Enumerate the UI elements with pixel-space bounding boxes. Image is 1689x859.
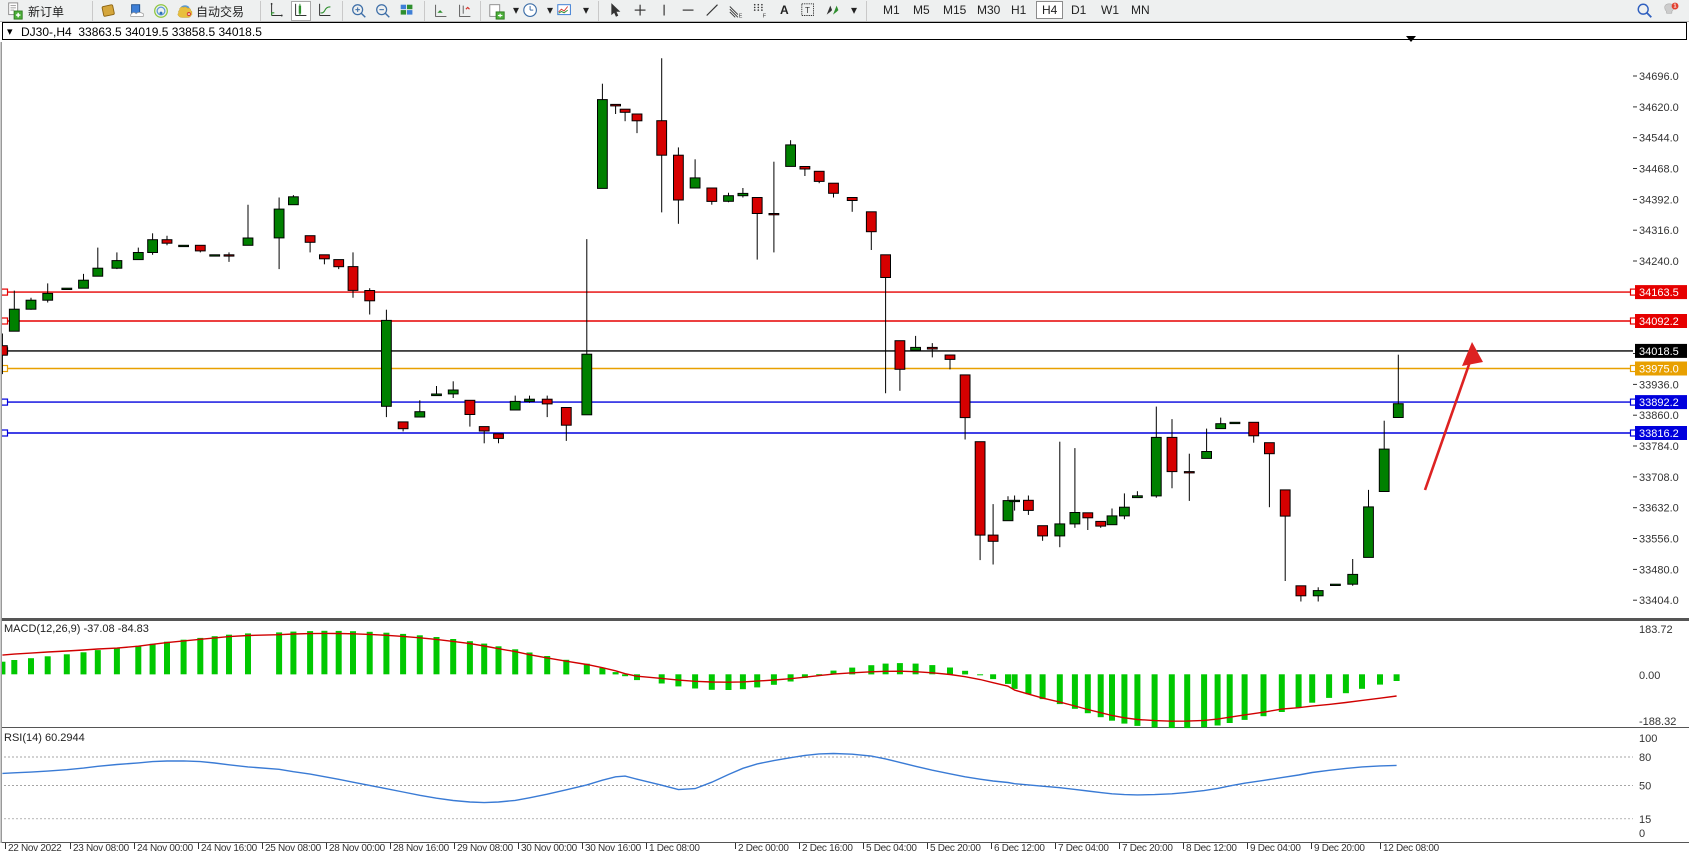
- svg-text:183.72: 183.72: [1639, 624, 1673, 636]
- svg-text:T: T: [805, 6, 810, 15]
- svg-text:33632.0: 33632.0: [1639, 503, 1679, 515]
- svg-text:34468.0: 34468.0: [1639, 164, 1679, 176]
- svg-text:34316.0: 34316.0: [1639, 225, 1679, 237]
- svg-text:33892.2: 33892.2: [1639, 397, 1679, 409]
- svg-text:33936.0: 33936.0: [1639, 379, 1679, 391]
- svg-text:33708.0: 33708.0: [1639, 472, 1679, 484]
- svg-text:34620.0: 34620.0: [1639, 102, 1679, 114]
- svg-text:33480.0: 33480.0: [1639, 564, 1679, 576]
- svg-text:-188.32: -188.32: [1639, 716, 1676, 728]
- svg-text:1: 1: [1674, 4, 1677, 10]
- svg-text:34544.0: 34544.0: [1639, 133, 1679, 145]
- svg-text:33556.0: 33556.0: [1639, 534, 1679, 546]
- svg-text:0.00: 0.00: [1639, 670, 1660, 682]
- svg-text:33784.0: 33784.0: [1639, 441, 1679, 453]
- svg-text:34240.0: 34240.0: [1639, 256, 1679, 268]
- svg-text:F: F: [763, 13, 767, 19]
- svg-text:34092.2: 34092.2: [1639, 316, 1679, 328]
- svg-text:E: E: [739, 13, 743, 19]
- svg-text:33816.2: 33816.2: [1639, 428, 1679, 440]
- svg-text:50: 50: [1639, 781, 1651, 793]
- svg-text:33975.0: 33975.0: [1639, 364, 1679, 376]
- svg-text:34018.5: 34018.5: [1639, 346, 1679, 358]
- svg-text:0: 0: [1639, 828, 1645, 840]
- svg-text:33404.0: 33404.0: [1639, 595, 1679, 607]
- svg-text:34163.5: 34163.5: [1639, 287, 1679, 299]
- svg-text:80: 80: [1639, 752, 1651, 764]
- svg-text:100: 100: [1639, 733, 1657, 745]
- svg-text:33860.0: 33860.0: [1639, 410, 1679, 422]
- svg-text:15: 15: [1639, 814, 1651, 826]
- svg-text:34392.0: 34392.0: [1639, 194, 1679, 206]
- svg-text:34696.0: 34696.0: [1639, 71, 1679, 83]
